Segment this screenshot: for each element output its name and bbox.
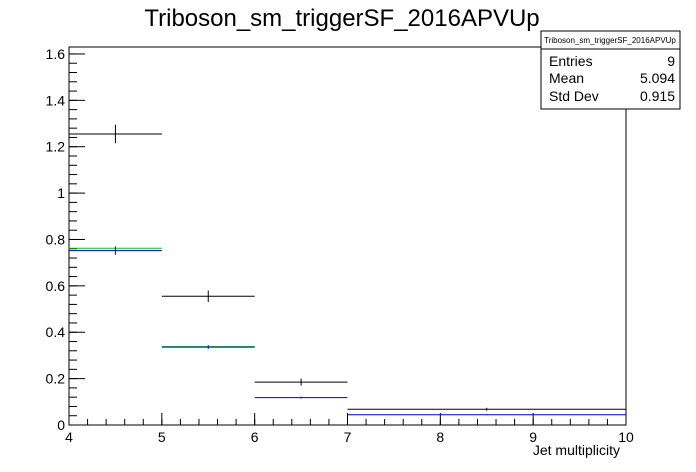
y-tick-label: 1 [57, 185, 65, 201]
y-tick-label: 0.2 [46, 371, 66, 387]
x-tick-label: 4 [65, 429, 73, 445]
x-axis-title: Jet multiplicity [533, 442, 620, 458]
y-tick-label: 0 [57, 417, 65, 433]
stats-stddev-label: Std Dev [549, 88, 599, 104]
y-tick-label: 0.6 [46, 278, 66, 294]
stats-entries-value: 9 [667, 53, 675, 69]
stats-mean-value: 5.094 [640, 70, 675, 86]
stats-box-frame [540, 30, 681, 110]
stats-stddev-value: 0.915 [640, 88, 675, 104]
y-tick-label: 1.4 [46, 92, 66, 108]
y-tick-label: 1.2 [46, 139, 66, 155]
x-tick-label: 6 [251, 429, 259, 445]
stats-mean-label: Mean [549, 70, 584, 86]
chart-title: Triboson_sm_triggerSF_2016APVUp [144, 5, 539, 32]
stats-entries-label: Entries [549, 53, 593, 69]
x-tick-label: 8 [436, 429, 444, 445]
x-tick-label: 10 [618, 429, 634, 445]
x-axis: 4 5 6 7 8 9 10 [65, 413, 634, 445]
stats-box: Triboson_sm_triggerSF_2016APVUp Entries … [540, 30, 681, 110]
y-axis: 0 0.2 0.4 0.6 0.8 1 1.2 1.4 1.6 [46, 46, 85, 433]
x-tick-label: 7 [344, 429, 352, 445]
stats-box-title: Triboson_sm_triggerSF_2016APVUp [544, 36, 676, 45]
y-tick-label: 1.6 [46, 46, 66, 62]
x-tick-label: 9 [529, 429, 537, 445]
x-tick-label: 5 [158, 429, 166, 445]
y-tick-label: 0.8 [46, 231, 66, 247]
plot-area [69, 124, 626, 416]
y-tick-label: 0.4 [46, 324, 66, 340]
